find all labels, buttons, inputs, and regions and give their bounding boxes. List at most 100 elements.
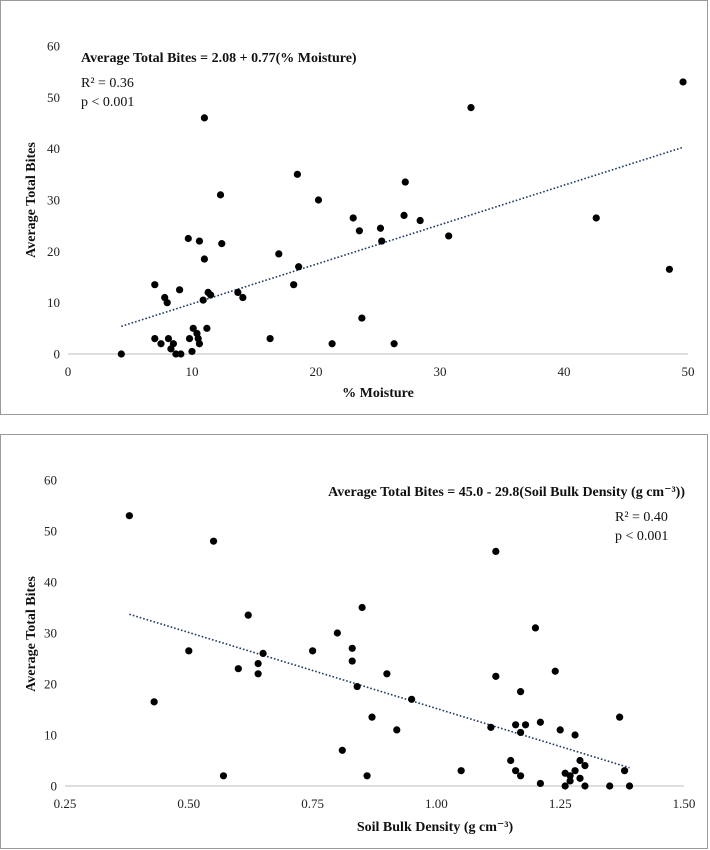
data-point [665, 265, 674, 273]
data-point [531, 624, 540, 632]
data-point [606, 782, 614, 790]
data-point [536, 718, 544, 726]
data-point [195, 237, 204, 245]
data-point [188, 347, 196, 356]
data-point [512, 721, 520, 729]
data-point [368, 713, 376, 721]
data-point [400, 211, 408, 219]
x-tick-label: 1.25 [549, 796, 572, 811]
data-point [408, 695, 416, 703]
data-point [195, 340, 204, 348]
data-point [536, 779, 544, 788]
x-axis-label: % Moisture [342, 386, 414, 401]
data-point [338, 746, 346, 754]
data-point [551, 667, 559, 675]
data-point [566, 777, 574, 785]
data-point [219, 772, 228, 780]
data-point [581, 762, 589, 770]
data-point [218, 240, 226, 248]
data-point [328, 340, 336, 348]
moisture-scatter-plot: Average Total Bites = 2.08 + 0.77(% Mois… [24, 39, 695, 402]
data-point [157, 340, 165, 348]
data-point [383, 670, 391, 678]
x-tick-label: 20 [310, 364, 323, 379]
x-tick-label: 1.50 [673, 796, 696, 811]
chart-panel-moisture: Average Total Bites = 2.08 + 0.77(% Mois… [0, 0, 708, 415]
data-point [355, 227, 363, 235]
data-point [177, 350, 185, 358]
data-point [516, 772, 525, 780]
data-point [516, 728, 525, 737]
data-point [358, 603, 366, 612]
y-tick-label: 20 [44, 677, 57, 692]
x-tick-label: 0 [65, 364, 72, 379]
y-axis-label: Average Total Bites [24, 576, 39, 692]
data-point [333, 629, 341, 637]
data-point [566, 772, 574, 780]
data-point [172, 350, 180, 358]
x-tick-label: 0.25 [54, 796, 77, 811]
data-point [363, 772, 371, 780]
data-point [184, 234, 192, 243]
data-point [348, 657, 356, 665]
y-tick-label: 50 [47, 90, 60, 105]
data-point [592, 214, 600, 222]
data-point [164, 335, 173, 343]
data-point [125, 512, 133, 520]
y-tick-label: 50 [44, 524, 57, 539]
data-point [581, 782, 589, 790]
data-point [295, 263, 303, 271]
data-point [576, 756, 584, 765]
x-tick-label: 0.50 [177, 796, 200, 811]
y-tick-label: 60 [44, 473, 57, 488]
data-point [571, 731, 579, 739]
data-point [625, 782, 634, 790]
data-point [556, 726, 564, 734]
data-point [200, 255, 208, 263]
data-point [571, 767, 579, 775]
data-point [254, 660, 262, 668]
data-point [376, 224, 385, 232]
regression-equation: Average Total Bites = 2.08 + 0.77(% Mois… [81, 51, 357, 66]
data-point [467, 104, 475, 112]
data-point [163, 299, 171, 307]
y-tick-label: 30 [47, 193, 60, 208]
y-tick-label: 60 [47, 39, 60, 54]
data-point [620, 767, 629, 775]
data-point [207, 291, 215, 299]
data-point [512, 767, 520, 775]
x-axis-label: Soil Bulk Density (g cm⁻³) [357, 820, 514, 835]
data-point [378, 237, 386, 245]
data-point [416, 216, 424, 225]
x-tick-label: 40 [558, 364, 571, 379]
data-point [185, 335, 194, 343]
data-point [293, 170, 301, 178]
data-point [487, 723, 495, 731]
data-point [507, 756, 515, 765]
data-point [679, 78, 687, 86]
data-point [309, 647, 317, 655]
x-tick-label: 50 [682, 364, 695, 379]
r-squared-label: R² = 0.36 [81, 76, 134, 91]
data-point [259, 649, 267, 657]
data-point [349, 214, 357, 222]
y-tick-label: 30 [44, 626, 57, 641]
data-point [492, 672, 500, 680]
y-tick-label: 10 [44, 728, 57, 743]
p-value-label: p < 0.001 [615, 529, 668, 544]
data-point [209, 537, 218, 545]
data-point [239, 293, 247, 302]
x-tick-label: 10 [186, 364, 199, 379]
data-point [348, 644, 356, 652]
data-point [616, 713, 624, 721]
data-point [457, 767, 465, 775]
data-point [150, 698, 158, 706]
y-tick-label: 40 [47, 141, 60, 156]
data-point [244, 611, 252, 619]
y-tick-label: 10 [47, 295, 60, 310]
data-point [516, 688, 525, 696]
data-point [576, 774, 584, 782]
data-point [254, 670, 262, 678]
data-point [169, 340, 177, 348]
regression-equation: Average Total Bites = 45.0 - 29.8(Soil B… [328, 485, 685, 500]
